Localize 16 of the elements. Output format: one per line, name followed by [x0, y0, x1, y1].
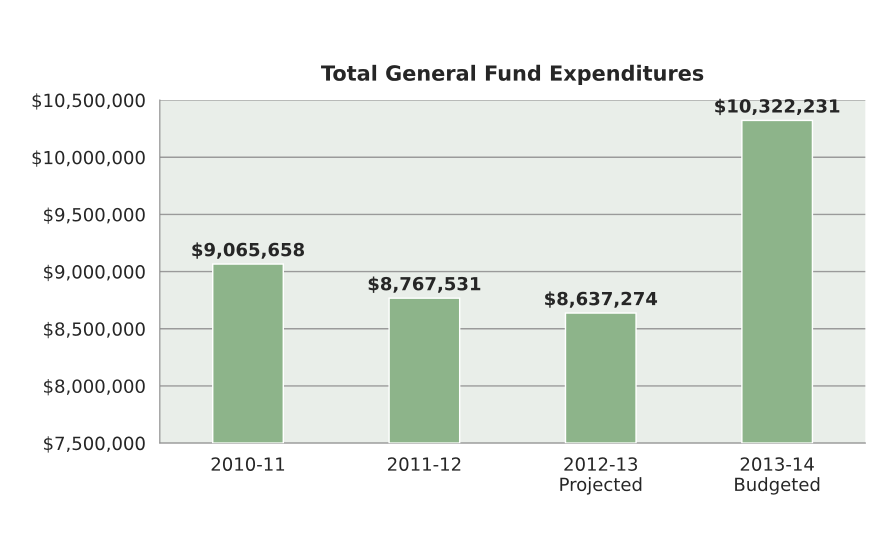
y-tick-label: $10,000,000	[32, 150, 145, 167]
y-tick-label: $9,000,000	[44, 264, 145, 282]
data-label: $8,637,274	[545, 291, 658, 308]
x-tick-label: 2010-11	[212, 457, 284, 471]
y-tick-label: $8,000,000	[44, 379, 145, 396]
y-tick-label: $8,500,000	[44, 322, 145, 338]
x-tick-label: 2013-14 Budgeted	[735, 457, 820, 495]
x-tick-label: 2012-13 Projected	[560, 457, 642, 495]
data-label: $9,065,658	[192, 242, 304, 259]
y-tick-label: $9,500,000	[44, 208, 145, 224]
y-tick-label: $10,500,000	[32, 93, 145, 110]
x-tick-label: 2011-12	[388, 457, 460, 471]
chart-title: Total General Fund Expenditures	[321, 64, 704, 85]
y-tick-label: $7,500,000	[44, 436, 145, 453]
data-label: $8,767,531	[368, 276, 480, 293]
data-label: $10,322,231	[715, 98, 840, 116]
